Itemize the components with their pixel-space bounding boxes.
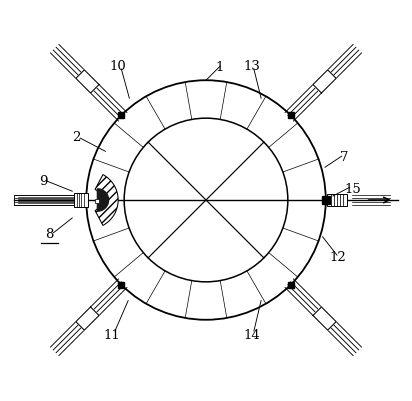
Polygon shape: [76, 307, 99, 330]
Polygon shape: [313, 307, 336, 330]
Bar: [95, 200, 99, 204]
Text: 8: 8: [45, 228, 54, 241]
Bar: [328, 194, 346, 207]
Polygon shape: [97, 189, 109, 212]
Text: 15: 15: [344, 182, 361, 195]
Text: 7: 7: [339, 150, 348, 163]
Bar: [14, 195, 84, 206]
Text: 2: 2: [72, 130, 80, 143]
Bar: [74, 193, 88, 208]
Text: 11: 11: [104, 328, 121, 342]
Text: 9: 9: [39, 175, 47, 188]
Text: 12: 12: [329, 251, 346, 263]
Text: 10: 10: [109, 59, 126, 73]
Text: 14: 14: [243, 328, 260, 342]
Text: 1: 1: [216, 61, 224, 73]
Wedge shape: [95, 175, 118, 226]
Text: 13: 13: [243, 59, 260, 73]
Polygon shape: [76, 71, 99, 94]
Polygon shape: [313, 71, 336, 94]
